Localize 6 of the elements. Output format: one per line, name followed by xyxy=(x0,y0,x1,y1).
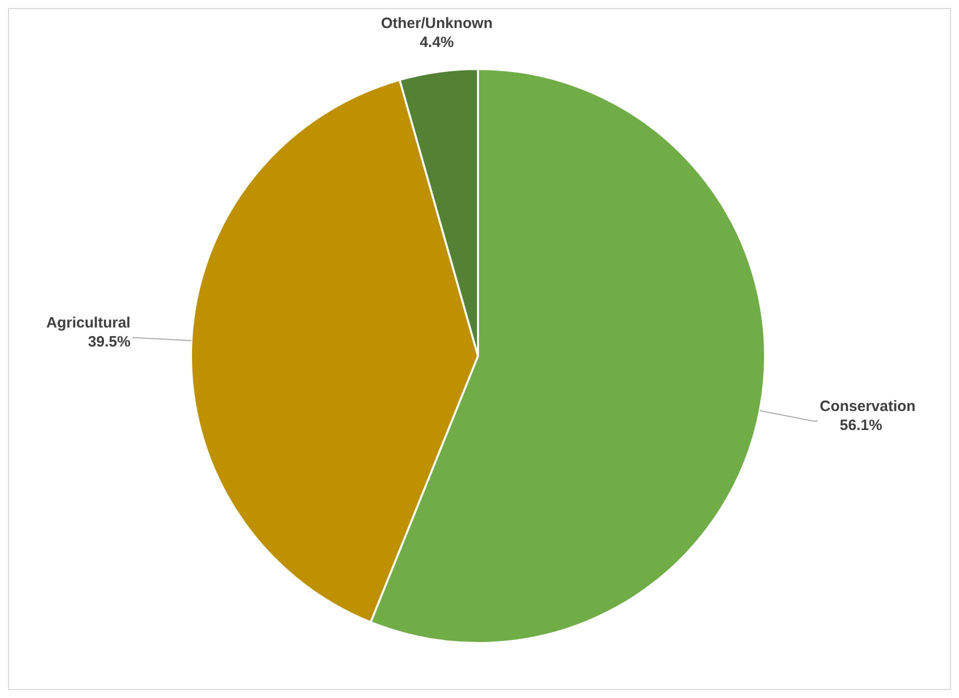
data-label: 56.1% xyxy=(840,417,882,434)
slice-label: Other/Unknown xyxy=(380,14,493,32)
data-label: 39.5% xyxy=(88,334,130,351)
slice-label: Conservation xyxy=(820,398,916,416)
slice-label: Agricultural xyxy=(46,314,130,332)
data-label: 4.4% xyxy=(420,34,454,51)
